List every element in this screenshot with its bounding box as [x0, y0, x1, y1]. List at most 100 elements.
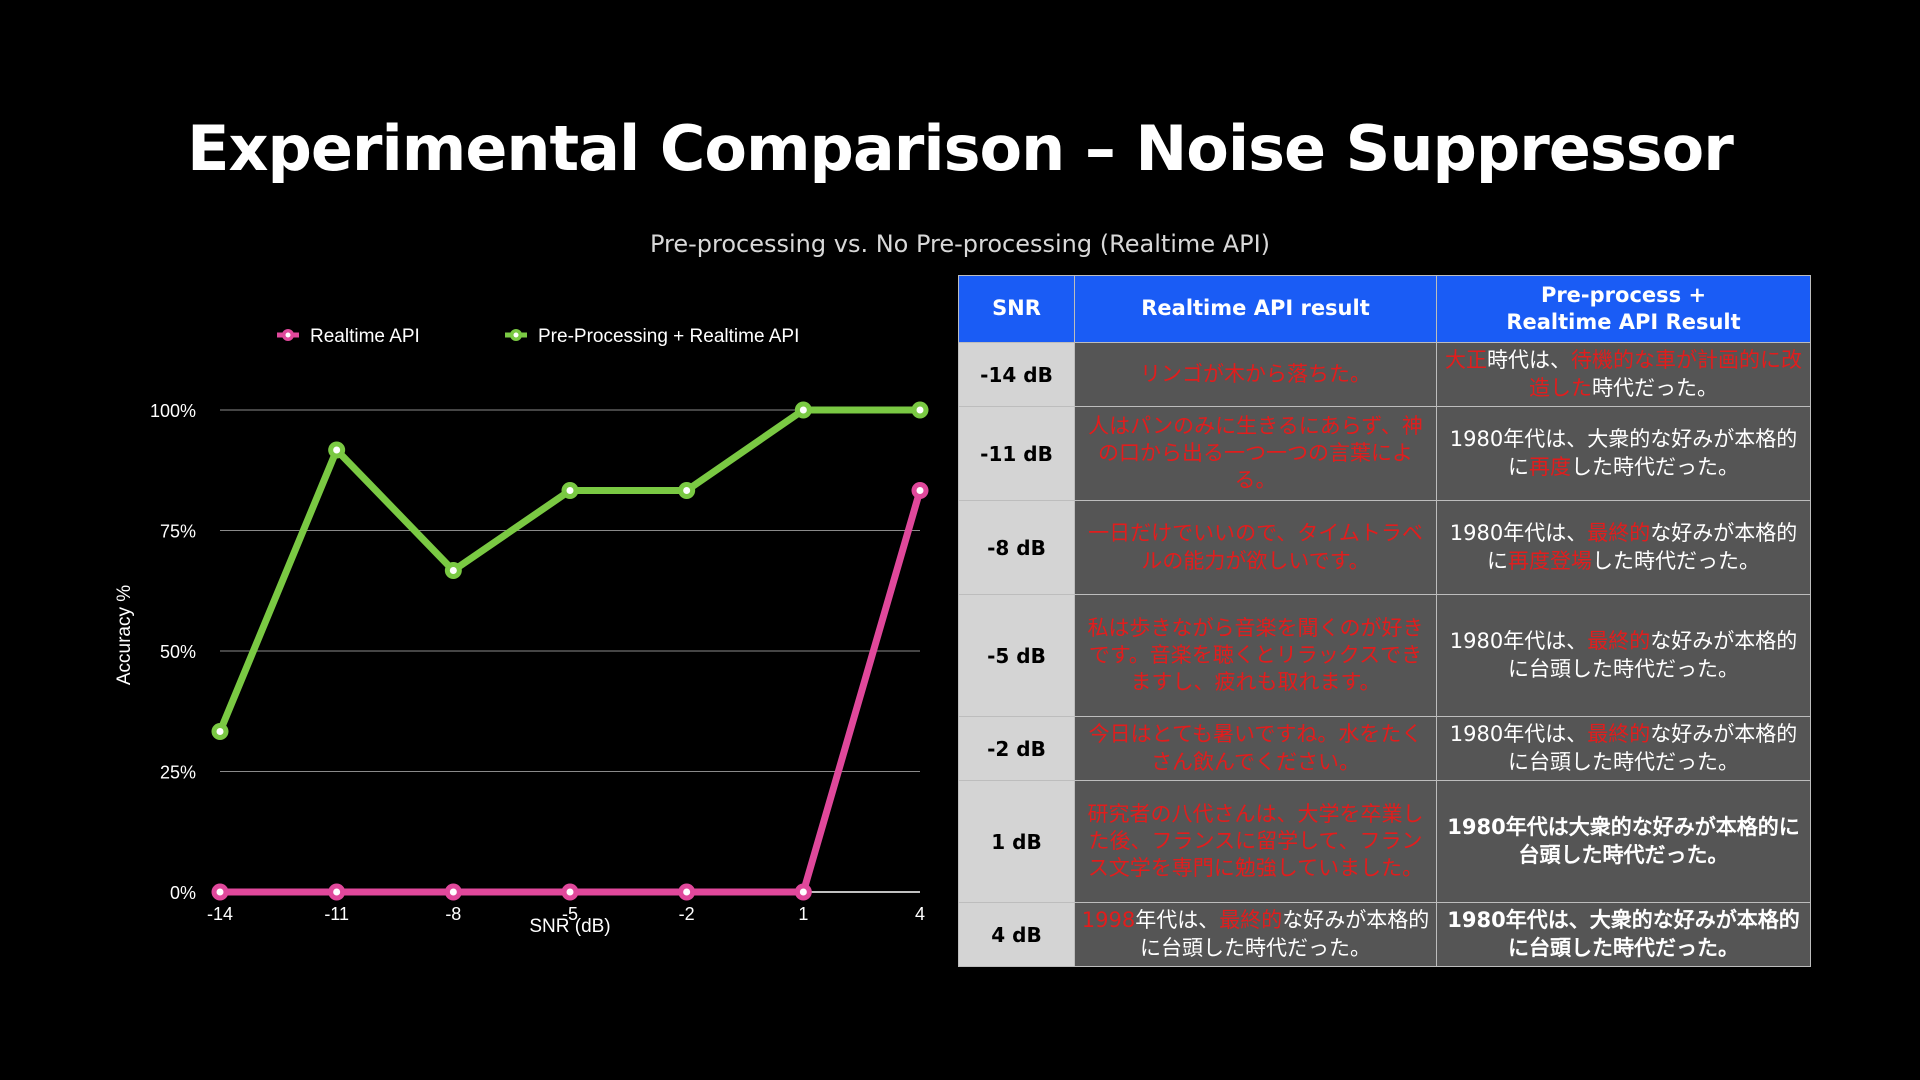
- snr-cell: -5 dB: [958, 594, 1075, 717]
- text-segment: な好みが本格的に台頭した時代だった。: [1508, 629, 1798, 681]
- snr-cell: -8 dB: [958, 500, 1075, 595]
- x-tick-label: -8: [445, 904, 461, 924]
- y-axis-label: Accuracy %: [114, 585, 135, 685]
- results-table: SNR Realtime API result Pre-process + Re…: [958, 275, 1811, 967]
- preprocess-result-cell: 1980年代は、最終的な好みが本格的に台頭した時代だった。: [1436, 716, 1811, 781]
- data-point-center: [799, 888, 807, 896]
- legend-marker-dot-preprocessing: [513, 332, 519, 338]
- data-point-center: [916, 406, 924, 414]
- x-tick-label: -14: [207, 904, 233, 924]
- x-tick-labels: -14 -11 -8 -5 -2 1 4: [207, 904, 925, 924]
- realtime-result-cell: 今日はとても暑いですね。水をたくさん飲んでください。: [1074, 716, 1437, 781]
- x-tick-label: 1: [798, 904, 808, 924]
- text-segment: な好みが本格的に台頭した時代だった。: [1508, 722, 1798, 774]
- series-line: [216, 486, 924, 896]
- error-text-segment: 一日だけでいいので、タイムトラベルの能力が欲しいです。: [1088, 521, 1423, 573]
- table-row: -8 dB 一日だけでいいので、タイムトラベルの能力が欲しいです。 1980年代は、…: [958, 500, 1811, 595]
- realtime-result-cell: 人はパンのみに生きるにあらず、神の口から出る一つ一つの言葉による。: [1074, 406, 1437, 501]
- data-point-center: [333, 446, 341, 454]
- accuracy-line-chart: Realtime API Pre-Processing + Realtime A…: [114, 326, 929, 937]
- text-segment: 年代は、: [1135, 908, 1220, 933]
- preprocess-result-cell: 1980年代は、最終的な好みが本格的に再度登場した時代だった。: [1436, 500, 1811, 595]
- text-segment: 時代は、: [1487, 348, 1571, 373]
- error-text-segment: 1998: [1081, 908, 1136, 933]
- data-point-center: [216, 727, 224, 735]
- table-row: -11 dB 人はパンのみに生きるにあらず、神の口から出る一つ一つの言葉による。 1…: [958, 406, 1811, 501]
- preprocess-result-cell: 1980年代は、大衆的な好みが本格的に再度した時代だった。: [1436, 406, 1811, 501]
- x-tick-label: -11: [324, 904, 349, 924]
- y-tick-labels: 0% 25% 50% 75% 100%: [150, 401, 196, 903]
- error-text-segment: リンゴが木から落ちた。: [1140, 361, 1371, 386]
- y-tick-label: 50%: [160, 642, 196, 662]
- y-tick-label: 100%: [150, 401, 196, 421]
- legend-item-realtime-api: Realtime API: [277, 326, 420, 347]
- error-text-segment: 再度登場: [1508, 548, 1592, 573]
- preprocess-result-cell: 1980年代は、最終的な好みが本格的に台頭した時代だった。: [1436, 594, 1811, 717]
- data-point-center: [683, 486, 691, 494]
- snr-cell: 4 dB: [958, 902, 1075, 967]
- data-point-center: [449, 888, 457, 896]
- realtime-result-cell: 1998年代は、最終的な好みが本格的に台頭した時代だった。: [1074, 902, 1437, 967]
- x-tick-label: 4: [915, 904, 925, 924]
- error-text-segment: 研究者の八代さんは、大学を卒業した後、フランスに留学して、フランス文学を専門に勉…: [1087, 801, 1424, 881]
- realtime-result-cell: リンゴが木から落ちた。: [1074, 342, 1437, 407]
- error-text-segment: 最終的: [1587, 521, 1651, 546]
- y-tick-label: 0%: [170, 883, 196, 903]
- data-point-center: [916, 486, 924, 494]
- text-segment: した時代だった。: [1571, 454, 1739, 479]
- y-tick-label: 75%: [160, 522, 196, 542]
- snr-cell: -2 dB: [958, 716, 1075, 781]
- x-tick-label: -2: [679, 904, 695, 924]
- x-tick-label: -5: [562, 904, 578, 924]
- header-preprocess-result: Pre-process + Realtime API Result: [1436, 275, 1811, 343]
- legend: Realtime API Pre-Processing + Realtime A…: [277, 326, 799, 347]
- table-row: -14 dB リンゴが木から落ちた。 大正時代は、待機的な車が計画的に改造した時代だ…: [958, 342, 1811, 407]
- legend-label-realtime-api: Realtime API: [310, 326, 420, 347]
- table-body: -14 dB リンゴが木から落ちた。 大正時代は、待機的な車が計画的に改造した時代だ…: [958, 342, 1811, 967]
- y-tick-label: 25%: [160, 763, 196, 783]
- results-table-container: SNR Realtime API result Pre-process + Re…: [958, 275, 1811, 967]
- realtime-result-cell: 私は歩きながら音楽を聞くのが好きです。音楽を聴くとリラックスできますし、疲れも取…: [1074, 594, 1437, 717]
- realtime-result-cell: 一日だけでいいので、タイムトラベルの能力が欲しいです。: [1074, 500, 1437, 595]
- series-lines: [211, 401, 929, 901]
- realtime-result-cell: 研究者の八代さんは、大学を卒業した後、フランスに留学して、フランス文学を専門に勉…: [1074, 780, 1437, 903]
- x-axis-label: SNR (dB): [529, 916, 610, 937]
- table-row: 4 dB 1998年代は、最終的な好みが本格的に台頭した時代だった。 1980年代は…: [958, 902, 1811, 967]
- series-line: [216, 406, 924, 735]
- text-segment: 時代だった。: [1592, 375, 1718, 400]
- legend-marker-dot-realtime-api: [285, 332, 291, 338]
- snr-cell: 1 dB: [958, 780, 1075, 903]
- snr-cell: -11 dB: [958, 406, 1075, 501]
- series-realtime-api: [211, 481, 929, 901]
- error-text-segment: 最終的: [1587, 629, 1651, 654]
- preprocess-result-cell: 1980年代は大衆的な好みが本格的に台頭した時代だった。: [1436, 780, 1811, 903]
- table-header-row: SNR Realtime API result Pre-process + Re…: [958, 275, 1811, 343]
- data-point-center: [799, 406, 807, 414]
- text-segment: 1980年代は、: [1449, 629, 1588, 654]
- table-row: 1 dB 研究者の八代さんは、大学を卒業した後、フランスに留学して、フランス文学を…: [958, 780, 1811, 903]
- slide-title: Experimental Comparison – Noise Suppress…: [187, 112, 1734, 185]
- table-row: -2 dB 今日はとても暑いですね。水をたくさん飲んでください。 1980年代は、最…: [958, 716, 1811, 781]
- header-realtime-result: Realtime API result: [1074, 275, 1437, 343]
- text-segment: な好みが本格的に: [1487, 521, 1798, 573]
- data-point-center: [449, 567, 457, 575]
- error-text-segment: 最終的: [1587, 722, 1651, 747]
- data-point-center: [683, 888, 691, 896]
- text-segment: な好みが本格的に台頭した時代だった。: [1140, 908, 1430, 960]
- error-text-segment: 今日はとても暑いですね。水をたくさん飲んでください。: [1088, 722, 1423, 774]
- preprocess-result-cell: 1980年代は、大衆的な好みが本格的に台頭した時代だった。: [1436, 902, 1811, 967]
- legend-label-preprocessing: Pre-Processing + Realtime API: [538, 326, 799, 347]
- series-preprocessing: [211, 401, 929, 740]
- table-row: -5 dB 私は歩きながら音楽を聞くのが好きです。音楽を聴くとリラックスできますし…: [958, 594, 1811, 717]
- header-snr: SNR: [958, 275, 1075, 343]
- error-text-segment: 私は歩きながら音楽を聞くのが好きです。音楽を聴くとリラックスできますし、疲れも取…: [1087, 615, 1424, 695]
- text-segment: 1980年代は大衆的な好みが本格的に台頭した時代だった。: [1447, 815, 1800, 867]
- preprocess-result-cell: 大正時代は、待機的な車が計画的に改造した時代だった。: [1436, 342, 1811, 407]
- error-text-segment: 待機的な車が計画的に改造した: [1529, 348, 1802, 400]
- data-point-center: [333, 888, 341, 896]
- error-text-segment: 人はパンのみに生きるにあらず、神の口から出る一つ一つの言葉による。: [1088, 413, 1423, 493]
- error-text-segment: 最終的: [1219, 908, 1283, 933]
- legend-item-preprocessing: Pre-Processing + Realtime API: [505, 326, 799, 347]
- data-point-center: [216, 888, 224, 896]
- text-segment: 1980年代は、大衆的な好みが本格的に台頭した時代だった。: [1447, 908, 1800, 960]
